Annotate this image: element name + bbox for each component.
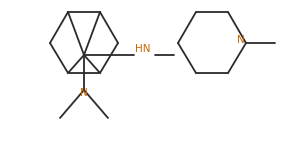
Text: HN: HN <box>135 44 151 54</box>
Text: N: N <box>80 88 88 98</box>
Text: N: N <box>237 35 245 45</box>
